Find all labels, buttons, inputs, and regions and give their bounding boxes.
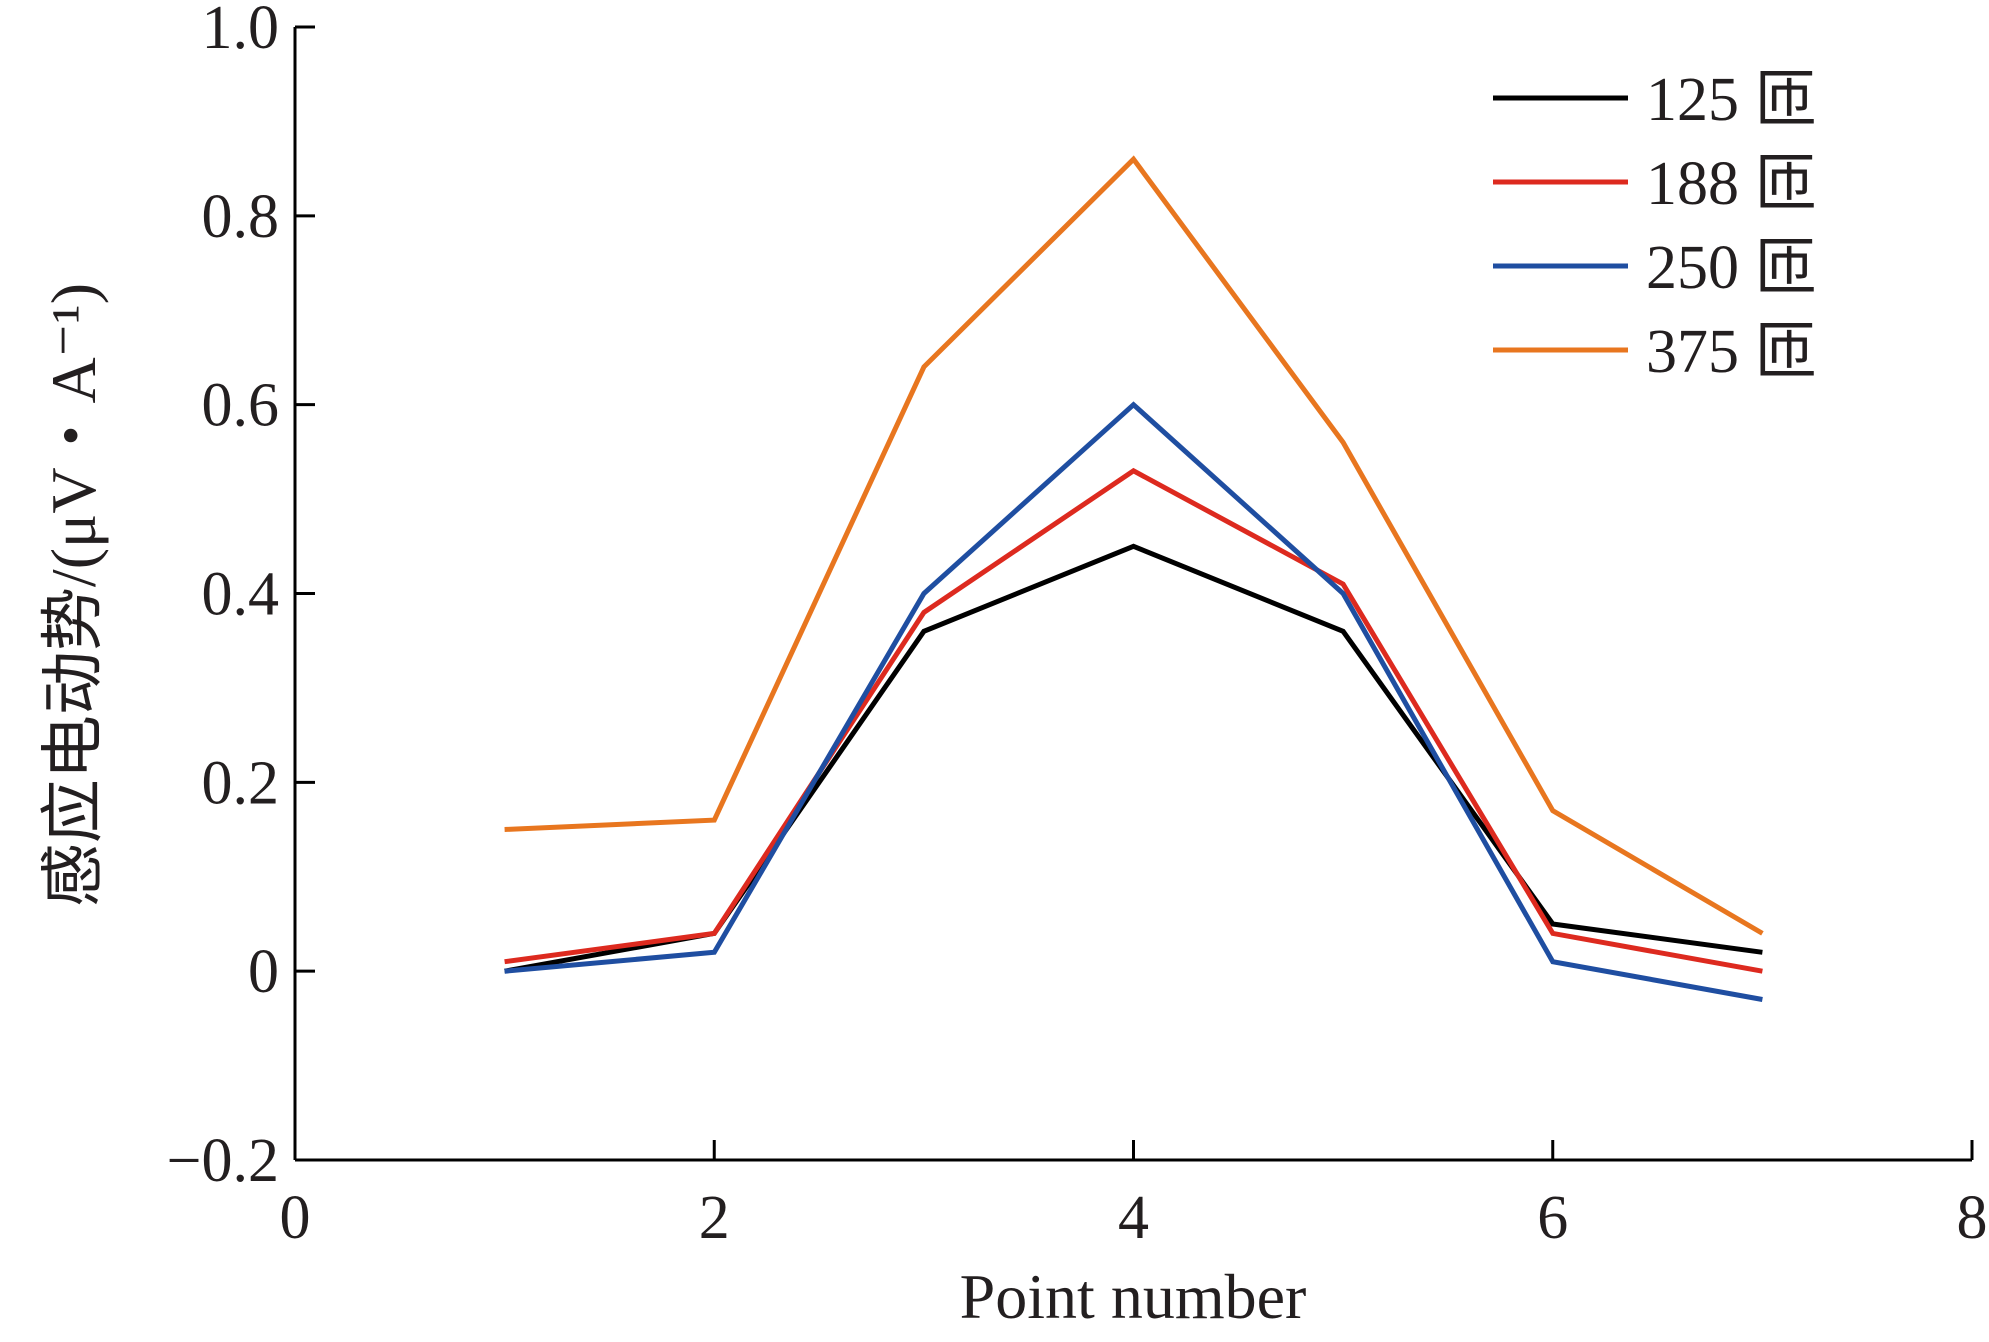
y-tick-label: 0.4: [202, 561, 280, 629]
y-axis-title: 感应电动势/(μV・A⁻¹): [38, 283, 109, 907]
y-tick-label: 0.6: [202, 372, 280, 440]
x-tick-label: 6: [1537, 1184, 1568, 1252]
series-line-2: [504, 467, 1763, 974]
legend-label: 125 匝: [1646, 66, 1817, 134]
legend-label: 250 匝: [1646, 234, 1817, 302]
x-tick-label: 0: [280, 1184, 311, 1252]
y-tick-label: −0.2: [167, 1127, 279, 1195]
legend-label: 375 匝: [1646, 318, 1817, 386]
axes: −0.200.20.40.60.81.00 2 4 6 8: [167, 0, 1988, 1252]
x-axis-title: Point number: [960, 1261, 1307, 1332]
y-tick-label: 1.0: [202, 0, 280, 62]
y-tick-label: 0.8: [202, 183, 280, 251]
series-lines: [504, 155, 1764, 1002]
series-line-1: [504, 543, 1763, 974]
y-tick-label: 0.2: [202, 749, 280, 817]
series-line-3: [504, 401, 1763, 1002]
series-line-4: [504, 155, 1764, 936]
x-tick-label: 2: [699, 1184, 730, 1252]
x-tick-label: 8: [1957, 1184, 1988, 1252]
legend: 125 匝 188 匝 250 匝 375 匝: [1493, 66, 1817, 386]
y-tick-label: 0: [248, 938, 279, 1006]
legend-label: 188 匝: [1646, 150, 1817, 218]
x-tick-label: 4: [1118, 1184, 1149, 1252]
